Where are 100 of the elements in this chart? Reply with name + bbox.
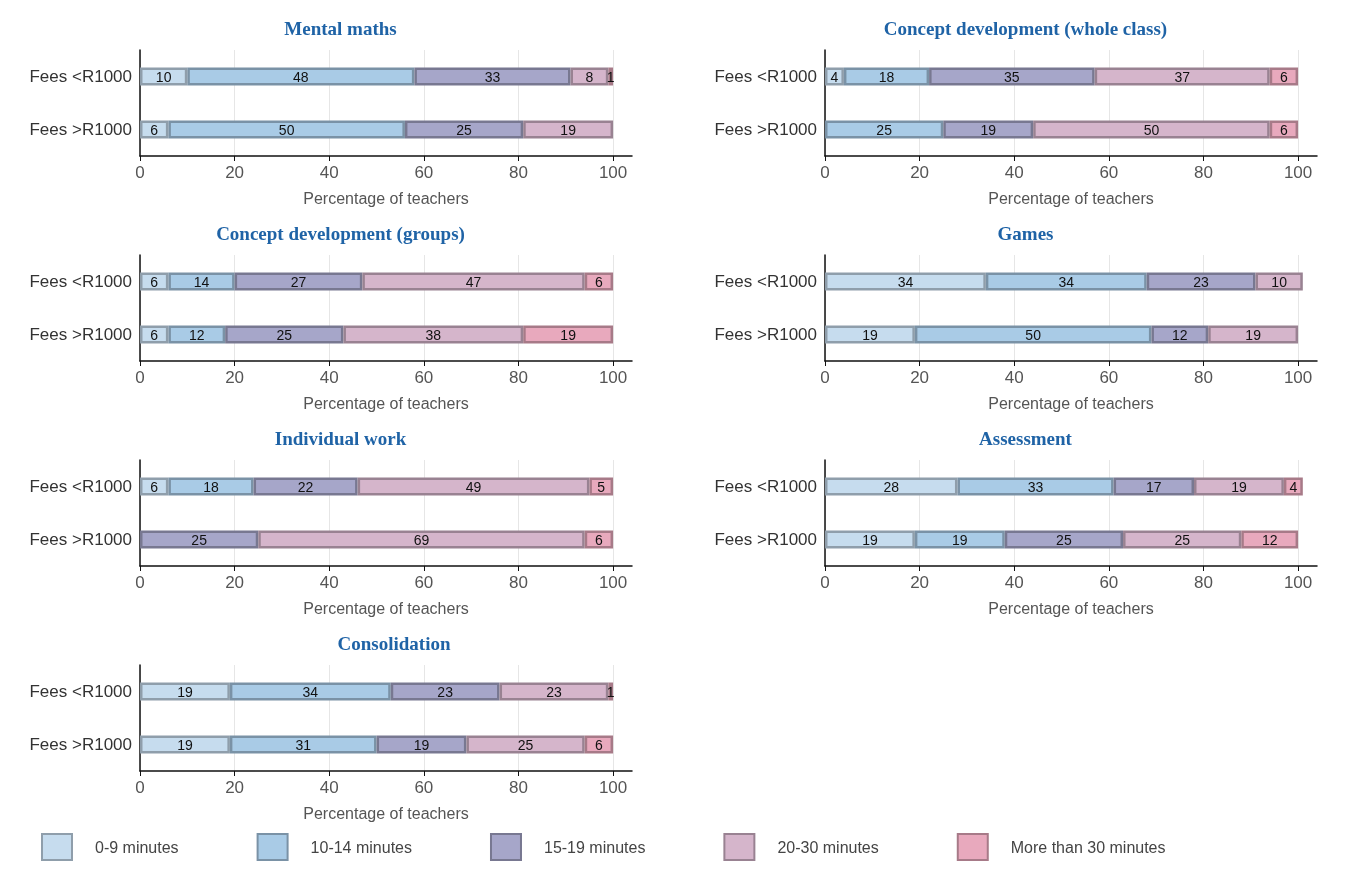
bar xyxy=(357,477,590,496)
data-label: 19 xyxy=(952,531,968,548)
x-tick-label: 60 xyxy=(1099,573,1119,592)
data-label: 69 xyxy=(413,531,430,548)
bar xyxy=(258,530,585,549)
data-label: 6 xyxy=(1279,121,1288,138)
x-tick-label: 0 xyxy=(135,778,145,797)
data-label: 6 xyxy=(1279,68,1288,85)
x-axis-title: Percentage of teachers xyxy=(988,599,1154,617)
x-tick-label: 80 xyxy=(509,163,528,182)
bar xyxy=(404,120,524,139)
bar xyxy=(168,272,235,291)
chart-title: Concept development (whole class) xyxy=(883,18,1168,40)
data-label: 25 xyxy=(1174,531,1191,548)
x-tick-label: 100 xyxy=(598,573,628,592)
x-tick-label: 40 xyxy=(319,573,339,592)
x-tick-label: 100 xyxy=(1283,163,1313,182)
bar xyxy=(140,735,230,754)
x-axis-title: Percentage of teachers xyxy=(303,599,469,617)
data-label: 31 xyxy=(295,736,312,753)
data-label: 19 xyxy=(413,736,430,753)
data-label: 19 xyxy=(1231,478,1247,495)
data-label: 19 xyxy=(980,121,997,138)
data-label: 5 xyxy=(597,478,606,495)
data-label: 19 xyxy=(862,326,878,343)
x-axis-title: Percentage of teachers xyxy=(303,394,469,412)
data-label: 6 xyxy=(594,736,603,753)
data-label: 38 xyxy=(425,326,442,343)
bar xyxy=(985,272,1147,291)
bar xyxy=(523,120,614,139)
data-label: 6 xyxy=(150,478,159,495)
data-label: 10 xyxy=(1271,273,1288,290)
x-tick-label: 20 xyxy=(225,573,245,592)
bar xyxy=(825,325,915,344)
bar xyxy=(957,477,1114,496)
bar xyxy=(466,735,585,754)
data-label: 50 xyxy=(278,121,295,138)
x-tick-label: 60 xyxy=(1099,368,1119,387)
y-tick-label: Fees <R1000 xyxy=(714,272,817,291)
chart-title: Games xyxy=(997,223,1054,244)
y-tick-label: Fees <R1000 xyxy=(29,67,132,86)
chart-title: Mental maths xyxy=(284,18,397,39)
x-tick-label: 100 xyxy=(598,368,628,387)
data-label: 37 xyxy=(1174,68,1191,85)
x-tick-label: 20 xyxy=(225,163,245,182)
bar xyxy=(825,67,844,86)
y-tick-label: Fees <R1000 xyxy=(29,477,132,496)
data-label: 14 xyxy=(193,273,210,290)
legend-label: 0-9 minutes xyxy=(95,838,179,856)
x-tick-label: 80 xyxy=(1194,368,1213,387)
x-tick-label: 0 xyxy=(135,368,145,387)
bar xyxy=(499,682,609,701)
bar xyxy=(914,325,1152,344)
x-tick-label: 20 xyxy=(910,368,930,387)
x-tick-label: 0 xyxy=(135,163,145,182)
data-label: 19 xyxy=(560,326,577,343)
x-axis-title: Percentage of teachers xyxy=(303,804,469,822)
bar xyxy=(929,67,1095,86)
data-label: 25 xyxy=(876,121,893,138)
data-label: 25 xyxy=(1056,531,1072,548)
x-tick-label: 60 xyxy=(414,163,434,182)
x-axis-title: Percentage of teachers xyxy=(988,394,1154,412)
chart-title: Consolidation xyxy=(337,633,451,654)
x-tick-label: 100 xyxy=(598,163,628,182)
bar xyxy=(168,325,226,344)
data-label: 17 xyxy=(1146,478,1162,495)
bar xyxy=(843,67,930,86)
bar xyxy=(1004,530,1124,549)
data-label: 23 xyxy=(546,683,562,700)
bar xyxy=(825,530,915,549)
bar xyxy=(825,477,958,496)
data-label: 33 xyxy=(1027,478,1044,495)
data-label: 49 xyxy=(465,478,482,495)
data-label: 22 xyxy=(297,478,314,495)
bar xyxy=(589,477,614,496)
data-label: 19 xyxy=(1245,326,1262,343)
data-label: 50 xyxy=(1025,326,1042,343)
data-label: 25 xyxy=(517,736,534,753)
y-tick-label: Fees <R1000 xyxy=(714,477,817,496)
data-label: 28 xyxy=(883,478,900,495)
x-tick-label: 100 xyxy=(1283,573,1313,592)
legend-label: More than 30 minutes xyxy=(1010,838,1166,856)
data-label: 10 xyxy=(155,68,172,85)
data-label: 27 xyxy=(290,273,307,290)
bar xyxy=(1194,477,1284,496)
x-tick-label: 60 xyxy=(414,573,434,592)
chart-title: Individual work xyxy=(274,428,407,449)
data-label: 6 xyxy=(150,326,159,343)
data-label: 18 xyxy=(203,478,219,495)
y-tick-label: Fees >R1000 xyxy=(29,735,132,754)
bar xyxy=(343,325,524,344)
bar xyxy=(140,682,230,701)
x-tick-label: 40 xyxy=(1004,573,1024,592)
data-label: 19 xyxy=(177,683,193,700)
bar xyxy=(140,67,188,86)
bar xyxy=(1113,477,1194,496)
y-tick-label: Fees >R1000 xyxy=(714,530,817,549)
bar xyxy=(376,735,467,754)
bar xyxy=(362,272,585,291)
bar xyxy=(1208,325,1299,344)
